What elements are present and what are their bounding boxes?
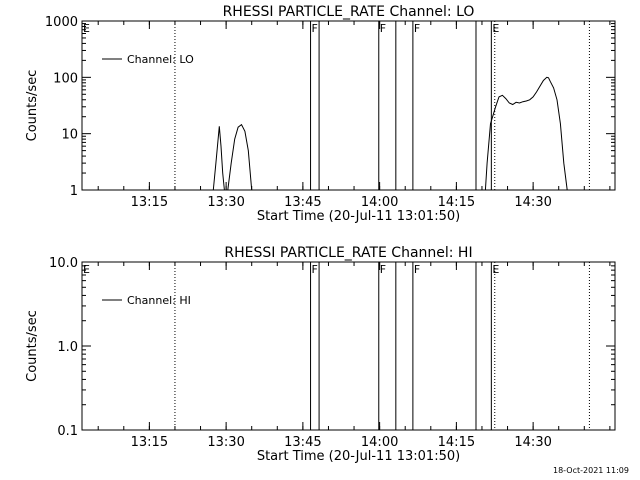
flag-label: F [380,22,386,35]
y-tick-label: 1.0 [57,340,78,355]
y-tick-label: 1 [70,184,78,199]
x-tick-label: 14:00 [361,435,398,450]
flag-label: F [414,263,420,276]
flag-start-label: E [83,263,90,276]
y-tick-label: 1000 [45,15,78,30]
x-tick-label: 14:00 [361,195,398,210]
chart-panel-1: RHESSI PARTICLE_RATE Channel: LO Start Ti… [25,4,616,224]
chart-title: RHESSI PARTICLE_RATE Channel: HI [224,245,472,261]
chart-title: RHESSI PARTICLE_RATE Channel: LO [223,4,475,20]
x-tick-label: 13:30 [207,195,244,210]
y-tick-label: 10 [61,128,78,143]
flag-label: F [312,22,318,35]
x-tick-label: 13:15 [131,195,168,210]
x-tick-label: 13:15 [131,435,168,450]
y-tick-label: 0.1 [57,424,78,439]
flag-start-label: E [83,22,90,35]
x-axis-label: Start Time (20-Jul-11 13:01:50) [257,449,460,464]
legend-label: Channel: HI [127,294,191,307]
x-tick-label: 14:15 [438,435,475,450]
legend-label: Channel: LO [127,53,194,66]
flag-label: E [492,22,499,35]
x-tick-label: 13:45 [284,435,321,450]
y-axis-label: Counts/sec [25,310,40,382]
flag-label: F [312,263,318,276]
series-line-segment [212,126,225,191]
x-tick-label: 13:45 [284,195,321,210]
flag-label: E [492,263,499,276]
timestamp-label: 18-Oct-2021 11:09 [553,466,629,475]
series-line-segment [484,76,568,191]
flag-label: F [414,22,420,35]
plot-frame [81,261,616,431]
chart-panel-2: RHESSI PARTICLE_RATE Channel: HI Start Ti… [25,245,616,464]
x-tick-label: 14:30 [514,195,551,210]
flag-label: F [380,263,386,276]
plot-frame [81,20,616,191]
y-axis-label: Counts/sec [25,70,40,142]
y-tick-label: 10.0 [49,256,78,271]
series-line-segment [227,123,253,191]
x-tick-label: 14:15 [438,195,475,210]
x-axis-label: Start Time (20-Jul-11 13:01:50) [257,209,460,224]
x-tick-label: 13:30 [207,435,244,450]
y-tick-label: 100 [53,71,78,86]
x-tick-label: 14:30 [514,435,551,450]
